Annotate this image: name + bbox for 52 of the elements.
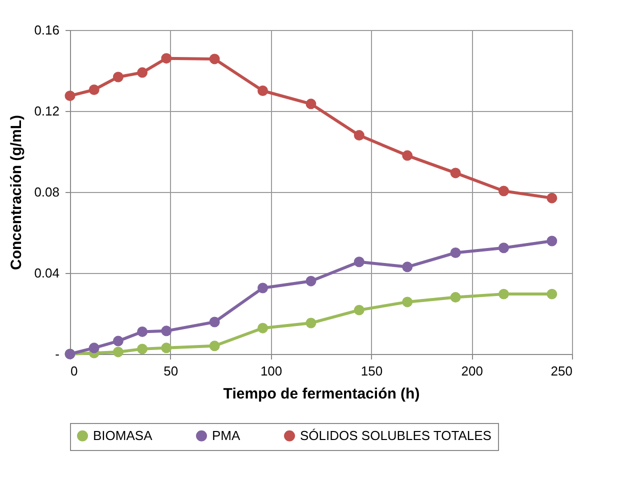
y-tick-label: 0.12: [34, 104, 60, 118]
point: [137, 67, 148, 78]
point: [498, 242, 509, 254]
point: [112, 336, 124, 346]
x-tick-label: 250: [550, 364, 572, 378]
point: [209, 316, 220, 328]
point: [450, 248, 461, 258]
point: [402, 262, 413, 272]
x-tick-label: 100: [260, 364, 282, 378]
point: [209, 54, 220, 64]
y-axis-title: Concentración (g/mL): [8, 114, 26, 270]
point: [498, 186, 509, 196]
point: [112, 72, 124, 82]
point: [306, 276, 316, 286]
legend-label: BIOMASA: [93, 428, 153, 443]
point: [450, 292, 461, 303]
point: [546, 288, 558, 300]
point: [209, 340, 220, 352]
point: [112, 346, 124, 358]
y-tick-label: 0.16: [34, 22, 60, 38]
point: [161, 53, 172, 64]
point: [88, 342, 100, 354]
y-tick-label: 0.08: [34, 184, 60, 200]
point: [402, 150, 413, 161]
point: [161, 326, 172, 336]
x-tick-label: 50: [164, 364, 178, 378]
point: [306, 98, 316, 110]
point: [450, 168, 461, 178]
point: [498, 288, 509, 300]
point: [546, 236, 558, 246]
x-tick-label: 150: [360, 364, 383, 378]
point: [258, 282, 268, 294]
point: [354, 304, 364, 316]
point: [64, 90, 76, 102]
y-tick-label: -: [55, 346, 60, 362]
legend-label: SÓLIDOS SOLUBLES TOTALES: [300, 428, 492, 443]
point: [161, 342, 172, 354]
point: [88, 84, 100, 95]
point: [258, 322, 268, 334]
point: [306, 318, 316, 328]
point: [137, 344, 148, 354]
x-tick-label: 200: [461, 364, 483, 378]
y-tick-label: 0.04: [34, 266, 60, 280]
point: [402, 296, 413, 308]
point: [354, 130, 364, 141]
point: [354, 256, 364, 268]
x-tick-label: 0: [70, 364, 78, 378]
point: [137, 326, 148, 337]
point: [258, 86, 268, 96]
point: [546, 192, 558, 204]
x-axis-title: Tiempo de fermentación (h): [223, 386, 420, 402]
legend-label: PMA: [212, 428, 240, 443]
